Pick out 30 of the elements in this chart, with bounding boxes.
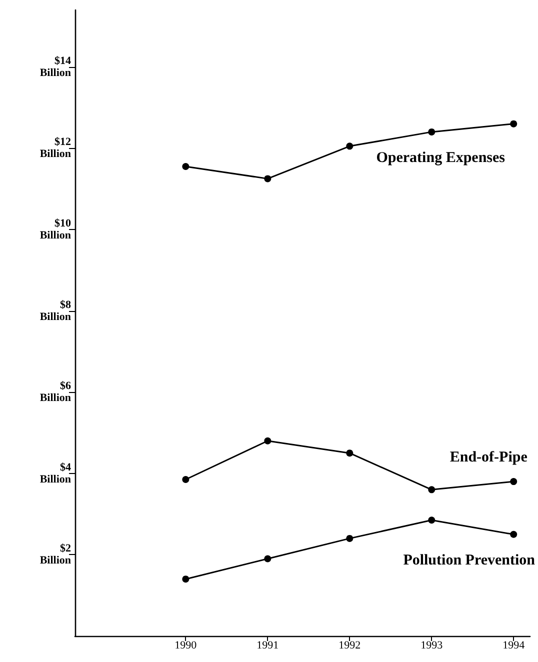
y-tick-label: $14 Billion [40, 54, 72, 79]
y-tick-label: $4 Billion [40, 461, 72, 486]
x-tick-label: 1992 [338, 640, 361, 652]
y-tick-label: $6 Billion [40, 380, 72, 404]
x-tick-label: 1991 [256, 640, 279, 652]
point [182, 163, 190, 170]
point [264, 175, 272, 182]
y-tick-label: $2 Billion [40, 542, 72, 567]
point [428, 516, 436, 524]
series-label: Operating Expenses [376, 150, 506, 166]
series-label: End-of-Pipe [450, 450, 528, 466]
x-tick-label: 1993 [420, 640, 444, 652]
y-tick-label: $10 Billion [40, 218, 72, 242]
point [510, 120, 518, 128]
point [346, 534, 354, 542]
y-tick-label: $8 Billion [40, 298, 72, 323]
point [346, 450, 354, 457]
point [264, 555, 272, 562]
point [428, 128, 436, 136]
series-label: Pollution Prevention [403, 552, 536, 568]
x-tick-label: 1994 [502, 640, 526, 652]
point [182, 576, 190, 583]
point [264, 437, 272, 444]
point [510, 530, 518, 538]
point [510, 478, 518, 486]
point [182, 476, 190, 483]
point [428, 486, 436, 494]
y-tick-label: $12 Billion [40, 136, 72, 160]
point [346, 142, 354, 150]
x-tick-label: 1990 [174, 640, 198, 652]
